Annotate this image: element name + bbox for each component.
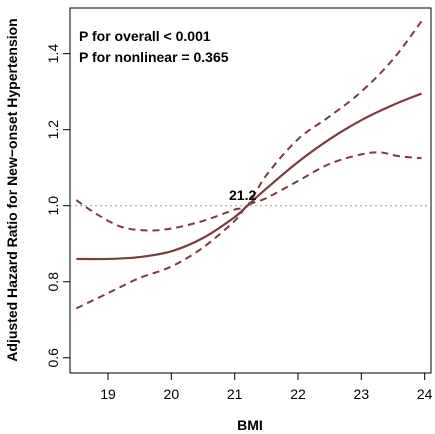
knot-label: 21.2	[229, 187, 256, 203]
y-tick-label: 0.6	[45, 348, 61, 368]
upper-ci-line	[75, 20, 423, 232]
p-nonlinear-annotation: P for nonlinear = 0.365	[79, 49, 229, 65]
y-tick-label: 0.8	[45, 272, 61, 292]
x-tick-label: 24	[417, 386, 433, 402]
plot-frame	[69, 7, 432, 374]
y-tick-label: 1.4	[45, 44, 61, 64]
x-tick-label: 20	[164, 386, 180, 402]
y-axis-ticks: 0.6 0.8 1.0 1.2 1.4	[45, 44, 70, 368]
x-tick-label: 21	[227, 386, 243, 402]
x-tick-label: 22	[290, 386, 306, 402]
x-tick-label: 23	[354, 386, 370, 402]
series-group	[75, 20, 423, 310]
y-axis-title: Adjusted Hazard Ratio for New−onset Hype…	[4, 18, 20, 361]
lower-ci-line	[75, 151, 422, 310]
x-axis-ticks: 19 20 21 22 23 24	[100, 373, 433, 402]
y-tick-label: 1.2	[45, 120, 61, 140]
p-overall-annotation: P for overall < 0.001	[79, 28, 211, 44]
estimate-line	[76, 92, 422, 261]
x-axis-title: BMI	[237, 417, 263, 433]
x-tick-label: 19	[100, 386, 116, 402]
y-tick-label: 1.0	[45, 196, 61, 216]
